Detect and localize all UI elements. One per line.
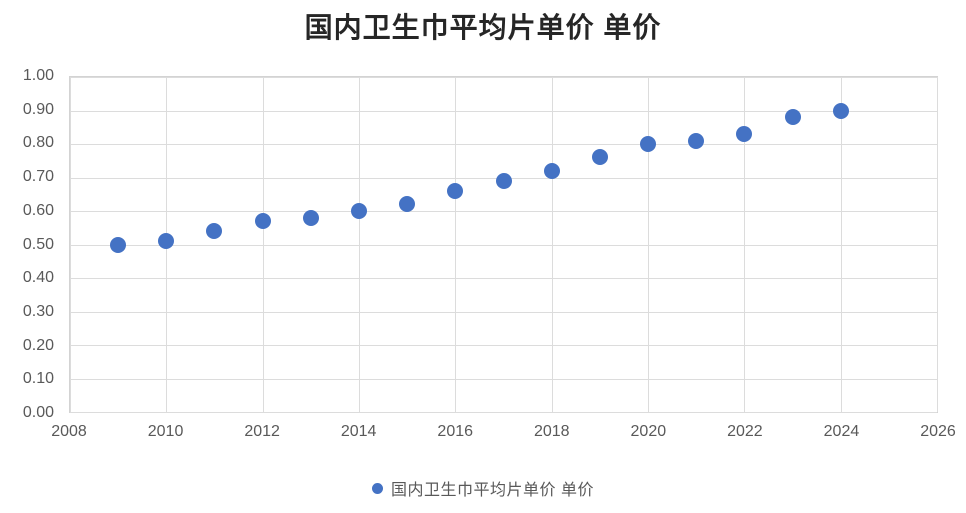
x-axis-tick-label: 2010 <box>147 423 184 440</box>
data-point <box>543 162 560 179</box>
data-point <box>399 196 416 213</box>
gridline-vertical <box>744 77 746 412</box>
data-point <box>350 203 367 219</box>
x-axis-tick-label: 2008 <box>51 423 87 440</box>
y-axis-tick-label: 0.50 <box>22 235 54 253</box>
gridline-horizontal <box>70 144 937 145</box>
legend-label: 国内卫生巾平均片单价 单价 <box>391 482 594 499</box>
gridline-vertical <box>840 77 842 412</box>
gridline-vertical <box>70 77 71 412</box>
x-axis-tick-label: 2020 <box>630 423 667 440</box>
data-point <box>254 213 271 230</box>
gridline-horizontal <box>70 345 937 346</box>
gridline-vertical <box>551 77 553 412</box>
gridline-horizontal <box>70 77 937 78</box>
x-axis-tick-label: 2026 <box>920 423 956 440</box>
gridline-vertical <box>937 77 938 412</box>
y-axis-tick-label: 0.80 <box>22 134 54 152</box>
gridline-vertical <box>262 77 264 412</box>
y-axis-tick-label: 0.00 <box>22 404 54 421</box>
data-point <box>736 125 753 142</box>
data-point <box>688 132 705 149</box>
data-point <box>158 233 175 250</box>
legend: 国内卫生巾平均片单价 单价 <box>0 476 966 500</box>
gridline-horizontal <box>70 244 937 246</box>
data-point <box>832 102 849 119</box>
data-point <box>206 223 223 240</box>
legend-marker-icon <box>372 482 384 494</box>
x-axis-tick-label: 2014 <box>340 423 377 440</box>
y-axis-tick-label: 1.00 <box>22 67 54 84</box>
y-axis-tick-label: 0.70 <box>22 168 54 186</box>
gridline-horizontal <box>70 412 937 413</box>
data-point <box>110 236 127 253</box>
gridline-horizontal <box>70 311 937 313</box>
data-point <box>495 172 512 189</box>
data-point <box>447 182 464 199</box>
y-axis: 0.00 0.10 0.20 0.30 0.40 0.50 0.60 0.70 0.80 0.90… <box>0 67 60 421</box>
x-axis-tick-label: 2018 <box>533 423 570 440</box>
data-point <box>784 109 801 126</box>
data-point <box>591 149 608 166</box>
gridline-horizontal <box>70 110 937 112</box>
gridline-horizontal <box>70 211 937 212</box>
y-axis-tick-label: 0.90 <box>22 100 54 118</box>
x-axis: 2008 2010 2012 2014 2016 2018 2020 2022 2024 2026 <box>51 421 956 447</box>
y-axis-tick-label: 0.20 <box>22 336 54 354</box>
x-axis-tick-label: 2012 <box>244 423 280 440</box>
chart-title: 国内卫生巾平均片单价 单价 <box>304 12 662 43</box>
gridline-vertical <box>358 77 360 412</box>
plot-area <box>69 76 938 413</box>
x-axis-tick-label: 2016 <box>437 423 474 440</box>
gridline-vertical <box>647 77 649 412</box>
x-axis-tick-label: 2022 <box>727 423 763 440</box>
gridline-horizontal <box>70 378 937 380</box>
gridline-horizontal <box>70 278 937 279</box>
y-axis-tick-label: 0.60 <box>22 201 54 219</box>
y-axis-tick-label: 0.40 <box>22 269 54 287</box>
data-point <box>302 209 319 226</box>
gridline-vertical <box>455 77 457 412</box>
y-axis-tick-label: 0.10 <box>22 370 54 388</box>
x-axis-tick-label: 2024 <box>823 423 860 440</box>
data-point <box>639 136 656 152</box>
y-axis-tick-label: 0.30 <box>22 302 54 320</box>
